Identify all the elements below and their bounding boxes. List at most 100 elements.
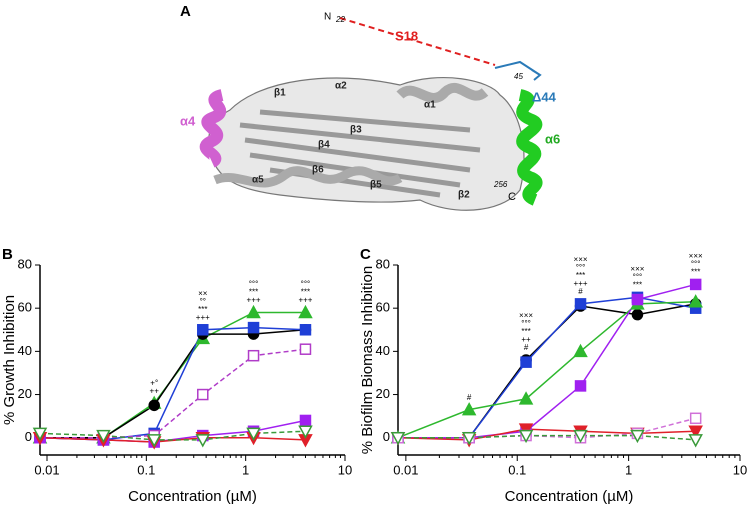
significance-mark: *** — [301, 288, 310, 297]
series-line — [397, 300, 696, 439]
label: 45 — [514, 72, 523, 81]
label: 22 — [335, 15, 345, 24]
significance-mark: °°° — [521, 319, 531, 328]
marker — [689, 412, 702, 425]
label: α4 — [180, 113, 196, 128]
marker — [688, 434, 703, 448]
series-line — [398, 296, 696, 439]
marker — [197, 324, 209, 336]
marker — [518, 423, 534, 437]
x-tick-label: 0.01 — [393, 462, 418, 477]
helix-a1 — [396, 82, 489, 103]
x-tick-label: 10 — [733, 462, 747, 477]
significance-mark: ××× — [519, 311, 533, 320]
label: β5 — [370, 180, 382, 191]
panel-label: C — [360, 246, 371, 263]
marker — [461, 431, 477, 446]
marker — [96, 429, 111, 444]
y-tick-label: 60 — [18, 300, 32, 315]
y-tick-label: 20 — [376, 386, 390, 401]
marker — [32, 427, 48, 441]
significance-mark: +++ — [196, 313, 210, 322]
marker — [197, 388, 209, 401]
significance-mark: # — [467, 393, 472, 402]
series-line — [40, 329, 306, 439]
y-tick-label: 0 — [383, 429, 390, 444]
marker — [246, 427, 261, 441]
helix-a5 — [213, 166, 403, 188]
label: β2 — [458, 190, 470, 201]
significance-mark: °°° — [633, 272, 643, 281]
y-tick-label: 80 — [376, 256, 390, 271]
label: β3 — [350, 125, 362, 136]
series-line — [39, 326, 306, 441]
x-tick-label: 10 — [338, 462, 352, 477]
y-tick-label: 80 — [18, 256, 32, 271]
y-axis-label: % Biofilm Biomass Inhibition — [359, 266, 376, 454]
significance-mark: +++ — [247, 296, 261, 305]
truncation-arrow — [494, 60, 542, 81]
significance-mark: °°° — [576, 263, 586, 272]
series-line — [398, 303, 696, 439]
label: β6 — [312, 165, 324, 176]
x-axis-label: Concentration (µM) — [505, 488, 634, 505]
significance-mark: *** — [198, 305, 207, 314]
marker — [247, 321, 260, 334]
significance-mark: *** — [633, 280, 642, 289]
marker — [148, 399, 160, 412]
panel-label: A — [180, 3, 191, 20]
y-axis-label: % Growth Inhibition — [1, 295, 18, 425]
y-tick-label: 60 — [376, 300, 390, 315]
label: α1 — [424, 100, 436, 111]
label: S18 — [395, 28, 418, 43]
marker — [688, 294, 703, 308]
label: C — [508, 191, 516, 203]
series-line — [397, 428, 696, 441]
helix-a4 — [199, 89, 227, 168]
significance-mark: ++ — [521, 335, 531, 344]
marker — [247, 349, 260, 362]
marker — [146, 434, 162, 448]
significance-mark: ++ — [150, 386, 160, 395]
marker — [299, 324, 312, 336]
x-tick-label: 1 — [242, 462, 249, 477]
x-tick-label: 0.1 — [137, 462, 155, 477]
label: β4 — [318, 140, 330, 151]
label: α5 — [252, 175, 264, 186]
significance-mark: °°° — [249, 280, 259, 289]
label: β1 — [274, 88, 286, 99]
marker — [631, 308, 644, 321]
marker — [299, 343, 312, 355]
disordered-segment — [339, 17, 496, 66]
y-tick-label: 40 — [18, 343, 32, 358]
significance-mark: # — [578, 287, 583, 296]
marker — [195, 434, 211, 448]
series-line — [398, 434, 696, 441]
marker — [390, 431, 406, 446]
label: α6 — [545, 131, 560, 146]
marker — [631, 293, 644, 306]
y-tick-label: 20 — [18, 386, 32, 401]
significance-mark: +° — [150, 378, 158, 387]
series-line — [398, 417, 696, 439]
significance-mark: *** — [691, 268, 700, 277]
marker — [298, 425, 313, 439]
x-axis-label: Concentration (µM) — [128, 488, 257, 505]
series-line — [398, 283, 696, 439]
significance-mark: °°° — [301, 280, 311, 289]
significance-mark: ×× — [198, 289, 208, 298]
label: N — [324, 12, 331, 23]
y-tick-label: 40 — [376, 343, 390, 358]
series-line — [40, 348, 306, 439]
label: Δ44 — [532, 89, 557, 104]
significance-mark: +++ — [298, 296, 312, 305]
marker — [630, 429, 645, 444]
significance-mark: *** — [249, 288, 258, 297]
marker — [461, 402, 477, 416]
marker — [689, 278, 702, 291]
y-tick-label: 0 — [25, 429, 32, 444]
marker — [573, 343, 588, 358]
marker — [299, 414, 312, 427]
marker — [573, 429, 588, 444]
